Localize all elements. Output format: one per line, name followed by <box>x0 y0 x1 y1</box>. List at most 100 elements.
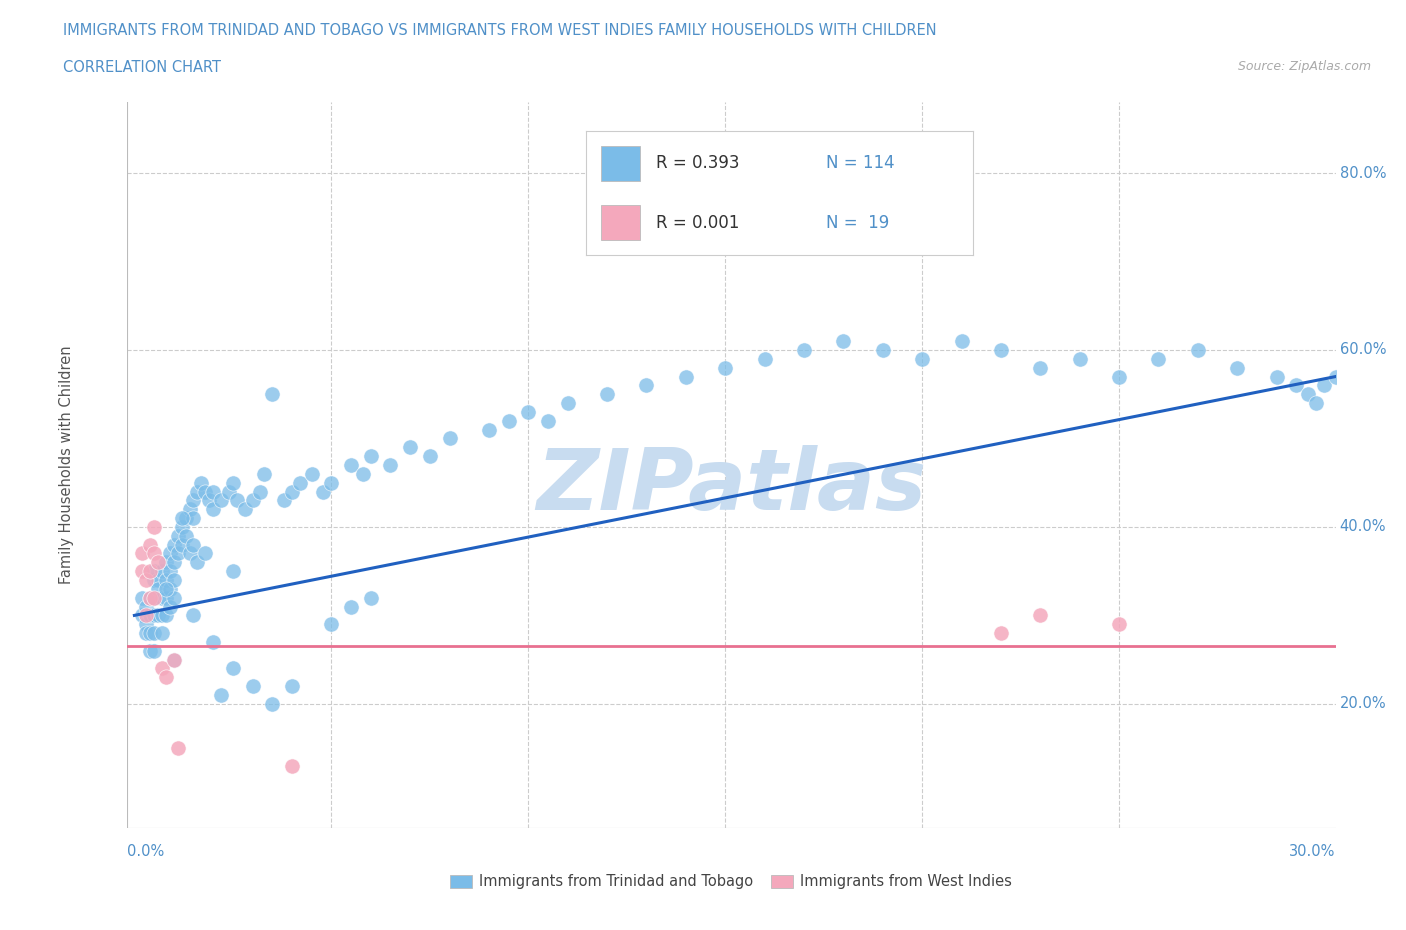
Point <box>498 413 520 428</box>
Point <box>340 458 363 472</box>
Point <box>1187 342 1209 357</box>
Point <box>163 538 186 552</box>
Point <box>253 467 276 482</box>
Point <box>139 608 162 623</box>
Point <box>714 360 737 375</box>
Point <box>163 573 186 588</box>
Point <box>150 661 173 676</box>
Point <box>183 608 205 623</box>
Point <box>135 599 157 614</box>
Point <box>143 520 166 535</box>
Point <box>281 485 304 499</box>
Text: IMMIGRANTS FROM TRINIDAD AND TOBAGO VS IMMIGRANTS FROM WEST INDIES FAMILY HOUSEH: IMMIGRANTS FROM TRINIDAD AND TOBAGO VS I… <box>63 23 936 38</box>
Text: 60.0%: 60.0% <box>1340 342 1386 357</box>
Point <box>183 538 205 552</box>
Point <box>1147 352 1170 366</box>
Point <box>321 617 343 631</box>
Point <box>242 493 264 508</box>
Point <box>1069 352 1091 366</box>
Point <box>312 485 335 499</box>
Point <box>209 687 232 702</box>
Point <box>159 581 181 596</box>
Text: 30.0%: 30.0% <box>1289 844 1336 858</box>
Point <box>150 564 173 578</box>
Point <box>675 369 697 384</box>
Point <box>1108 369 1130 384</box>
Point <box>911 352 934 366</box>
Point <box>183 511 205 525</box>
Point <box>143 564 166 578</box>
Point <box>209 493 232 508</box>
Point <box>1226 360 1249 375</box>
Point <box>143 644 166 658</box>
Point <box>950 334 973 349</box>
Point <box>793 342 815 357</box>
Point <box>155 581 177 596</box>
Point <box>222 475 245 490</box>
Point <box>281 679 304 694</box>
Point <box>163 591 186 605</box>
Point <box>636 378 658 392</box>
Point <box>166 528 188 543</box>
Point <box>242 679 264 694</box>
Point <box>340 599 363 614</box>
Point <box>225 493 247 508</box>
Point <box>288 475 311 490</box>
Point <box>139 591 162 605</box>
Point <box>596 387 619 402</box>
Point <box>143 591 166 605</box>
Point <box>143 626 166 641</box>
Point <box>273 493 295 508</box>
Point <box>183 493 205 508</box>
Text: 20.0%: 20.0% <box>1340 697 1386 711</box>
Point <box>163 555 186 570</box>
Point <box>754 352 776 366</box>
Point <box>135 573 157 588</box>
Point <box>990 626 1012 641</box>
Point <box>321 475 343 490</box>
Point <box>131 546 153 561</box>
Point <box>537 413 560 428</box>
Point <box>1305 395 1327 410</box>
Point <box>139 644 162 658</box>
Point <box>143 591 166 605</box>
Text: 40.0%: 40.0% <box>1340 520 1386 535</box>
Point <box>131 564 153 578</box>
Point <box>198 493 221 508</box>
Point <box>135 626 157 641</box>
Point <box>146 608 169 623</box>
Point <box>439 431 461 445</box>
Point <box>1265 369 1288 384</box>
Point <box>131 591 153 605</box>
Point <box>281 758 304 773</box>
Point <box>159 599 181 614</box>
Point <box>170 538 193 552</box>
Point <box>360 591 382 605</box>
Point <box>166 546 188 561</box>
Point <box>1029 608 1052 623</box>
Point <box>218 485 240 499</box>
Point <box>179 502 201 517</box>
Point <box>150 591 173 605</box>
Point <box>202 634 225 649</box>
Point <box>380 458 402 472</box>
Point <box>163 652 186 667</box>
Point <box>399 440 422 455</box>
Point <box>262 697 284 711</box>
Point <box>186 485 208 499</box>
Point <box>155 591 177 605</box>
Point <box>139 538 162 552</box>
Point <box>150 608 173 623</box>
Point <box>1029 360 1052 375</box>
Point <box>262 387 284 402</box>
Point <box>360 448 382 463</box>
Point <box>143 608 166 623</box>
Point <box>222 564 245 578</box>
Point <box>478 422 501 437</box>
Point <box>222 661 245 676</box>
Point <box>233 502 256 517</box>
Point <box>159 546 181 561</box>
Point <box>557 395 579 410</box>
Point <box>174 528 197 543</box>
Point <box>170 511 193 525</box>
